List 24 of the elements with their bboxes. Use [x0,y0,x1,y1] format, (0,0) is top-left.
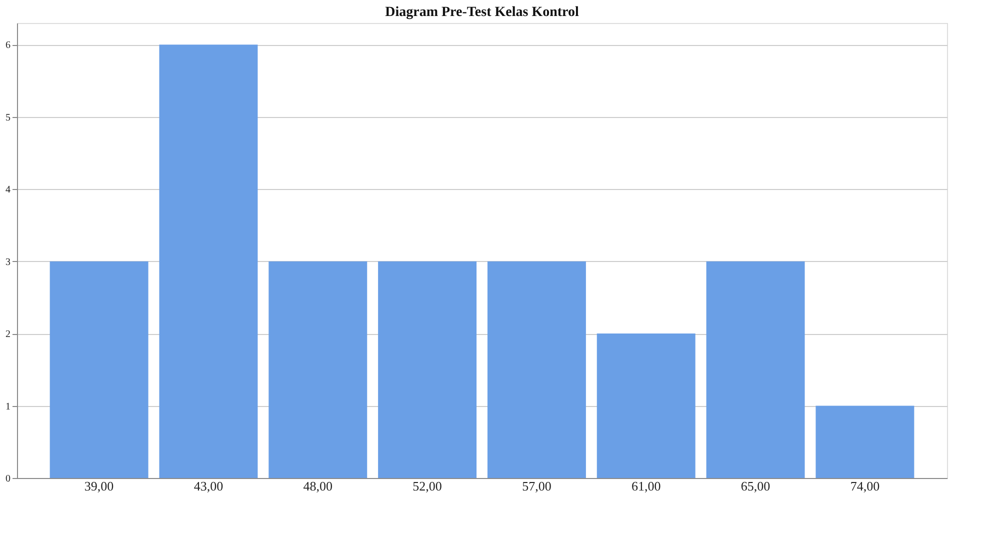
y-tick-label: 1 [6,401,10,412]
x-tick-label: 61,00 [631,478,661,494]
y-tick-label: 4 [6,184,10,196]
x-tick-label: 43,00 [194,478,224,494]
bar [596,334,696,478]
x-tick-label: 48,00 [303,478,333,494]
x-tick-label: 39,00 [84,478,114,494]
chart-title: Diagram Pre-Test Kelas Kontrol [385,5,579,20]
y-tick-label: 3 [6,256,10,268]
x-tick-label: 52,00 [412,478,442,494]
bar [487,261,586,478]
bar [50,261,148,478]
x-tick-label: 74,00 [850,478,880,494]
bar [268,261,368,478]
x-tick-label: 65,00 [740,478,770,494]
x-tick-label: 57,00 [522,478,552,494]
y-tick-label: 2 [6,329,10,340]
y-tick-label: 5 [6,112,10,124]
bar [816,406,914,478]
bar [159,44,258,478]
bar [706,261,805,478]
y-tick-label: 0 [6,474,10,484]
y-tick-label: 6 [6,40,10,52]
bar [378,261,477,478]
